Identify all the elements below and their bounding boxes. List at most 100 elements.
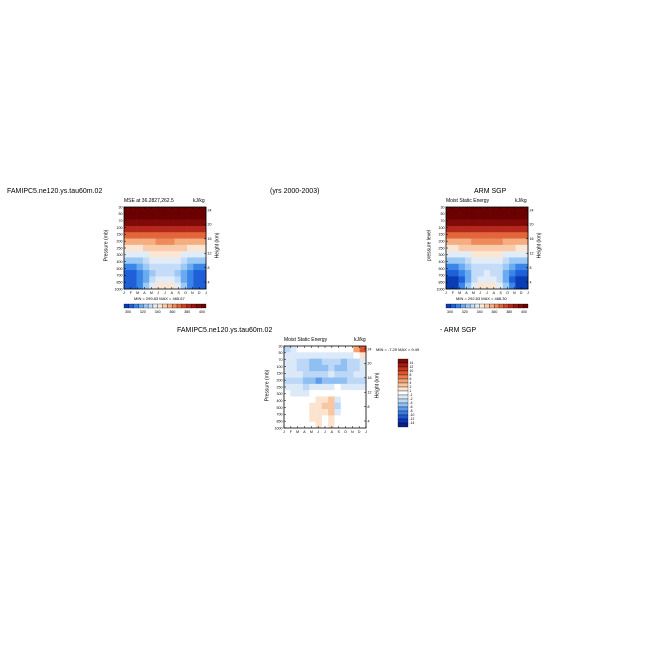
y-tick-label: 400 [117,260,123,264]
y-tick-label: 150 [277,372,283,376]
heatmap-cell [452,213,459,220]
heatmap-cell [477,238,485,246]
heatmap-cell [353,371,360,378]
heatmap-cell [136,213,144,220]
colorbar-swatch [397,422,409,428]
heatmap-cell [477,270,485,277]
heatmap-cell [464,282,472,290]
y-tick-label: 700 [439,274,445,278]
colorbar-swatch [397,398,409,404]
heatmap-cell [142,225,150,233]
heatmap-cell [296,352,304,359]
y-tick-label: 300 [117,253,123,257]
heatmap-cell [334,390,342,397]
heatmap-cell [296,415,304,422]
heatmap-cell [328,415,335,422]
heatmap-cell [124,232,131,239]
heatmap-cell [483,244,491,252]
heatmap-cell [168,263,175,271]
colorbar-swatch [123,303,129,309]
heatmap-cell [477,244,485,252]
heatmap-cell [161,257,169,265]
heatmap-cell [353,421,360,429]
model-ylabel: Pressure (mb) [103,229,110,262]
y-tick-label: 30 [279,344,283,348]
heatmap-cell [161,207,169,214]
heatmap-cell [309,409,316,416]
colorbar-tick-label: 380 [506,310,512,314]
heatmap-cell [347,421,354,429]
heatmap-cell [199,244,207,252]
heatmap-cell [290,396,297,404]
colorbar-tick-label: 4 [410,381,412,385]
heatmap-cell [174,263,182,271]
heatmap-cell [296,383,304,391]
heatmap-cell [502,232,510,239]
heatmap-cell [187,238,194,246]
heatmap-cell [142,213,150,220]
colorbar-swatch [518,303,524,309]
heatmap-cell [328,383,335,391]
y2-tick-label: 4 [208,280,210,284]
heatmap-cell [496,276,504,283]
heatmap-cell [521,225,529,233]
heatmap-cell [477,219,485,227]
heatmap-cell [149,263,156,271]
heatmap-cell [302,409,310,416]
heatmap-cell [446,244,453,252]
colorbar-swatch [133,303,139,309]
heatmap-cell [136,244,144,252]
heatmap-cell [340,364,348,372]
colorbar-swatch [503,303,509,309]
heatmap-cell [340,390,348,397]
x-tick-label: J [365,430,367,434]
heatmap-cell [477,213,485,220]
heatmap-cell [340,358,348,366]
heatmap-cell [124,219,131,227]
heatmap-cell [315,409,323,416]
heatmap-cell [464,213,472,220]
heatmap-cell [142,244,150,252]
heatmap-cell [328,390,335,397]
heatmap-cell [521,213,529,220]
y2-tick-label: 20 [208,223,212,227]
heatmap-cell [521,257,529,265]
heatmap-cell [187,276,194,283]
heatmap-cell [302,346,310,353]
colorbar-tick-label: 300 [125,310,131,314]
heatmap-cell [302,377,310,385]
heatmap-cell [490,276,497,283]
x-tick-label: F [130,291,133,295]
heatmap-cell [187,213,194,220]
heatmap-cell [458,232,466,239]
obs-title: ARM SGP [474,188,507,195]
heatmap-cell [347,415,354,422]
heatmap-cell [130,225,137,233]
heatmap-cell [180,244,188,252]
heatmap-cell [359,409,367,416]
obs-colorbar: 300 320 340 360 380 400 [445,303,529,314]
heatmap-cell [142,276,150,283]
heatmap-cell [321,358,329,366]
heatmap-cell [130,244,137,252]
heatmap-cell [458,225,466,233]
x-tick-label: J [164,291,166,295]
heatmap-cell [296,358,304,366]
y-tick-label: 700 [277,413,283,417]
heatmap-cell [199,232,207,239]
heatmap-cell [359,402,367,410]
heatmap-cell [353,383,360,391]
heatmap-cell [168,207,175,214]
heatmap-cell [452,207,459,214]
heatmap-cell [509,225,516,233]
heatmap-cell [302,390,310,397]
heatmap-cell [490,282,497,290]
x-tick-label: J [445,291,447,295]
heatmap-cell [464,232,472,239]
diff-heatmap: J F M A M J J A S O N D J305070100150200250300400500… [275,344,372,434]
heatmap-cell [490,232,497,239]
heatmap-cell [161,232,169,239]
y2-tick-label: 4 [530,280,532,284]
heatmap-cell [199,276,207,283]
